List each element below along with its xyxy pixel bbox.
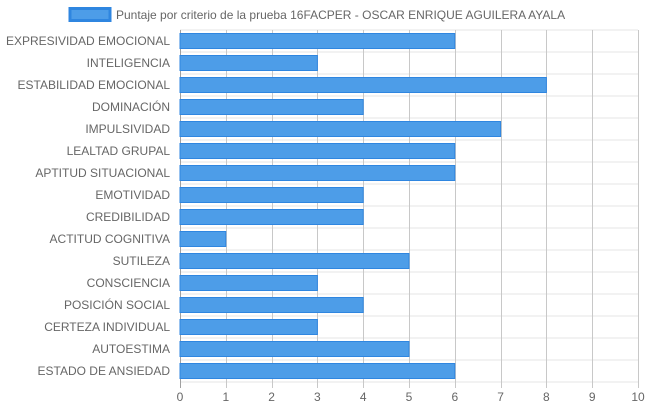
category-label: SUTILEZA [113,254,170,268]
category-label: IMPULSIVIDAD [85,122,170,136]
bar[interactable] [179,77,547,93]
category-labels: EXPRESIVIDAD EMOCIONAL INTELIGENCIA ESTABI… [6,34,170,378]
x-axis-tick-labels: 0 1 2 3 4 5 6 7 8 9 10 [177,390,645,404]
bar[interactable] [179,121,502,137]
category-label: ACTITUD COGNITIVA [50,232,170,246]
bar[interactable] [179,341,410,357]
category-label: ESTABILIDAD EMOCIONAL [18,78,171,92]
x-tick-label: 2 [268,390,275,404]
x-tick-label: 10 [631,390,645,404]
category-label: CERTEZA INDIVIDUAL [44,320,170,334]
category-label: LEALTAD GRUPAL [67,144,171,158]
category-label: EMOTIVIDAD [95,188,170,202]
bar[interactable] [179,297,364,313]
legend-label: Puntaje por criterio de la prueba 16FACP… [116,8,565,22]
category-label: APTITUD SITUACIONAL [35,166,170,180]
bar[interactable] [179,187,364,203]
category-label: AUTOESTIMA [92,342,170,356]
x-tick-label: 0 [177,390,184,404]
bar[interactable] [179,363,456,379]
bar[interactable] [179,55,318,71]
category-label: INTELIGENCIA [87,56,170,70]
bar[interactable] [179,209,364,225]
bar[interactable] [179,319,318,335]
bar[interactable] [179,143,456,159]
category-label: CONSCIENCIA [87,276,170,290]
category-label: POSICIÓN SOCIAL [64,297,170,312]
x-tick-label: 6 [451,390,458,404]
category-label: DOMINACIÓN [92,99,170,114]
bar[interactable] [179,99,364,115]
legend-swatch [68,7,112,22]
x-tick-label: 7 [497,390,504,404]
bar[interactable] [179,253,410,269]
legend[interactable]: Puntaje por criterio de la prueba 16FACP… [68,7,565,22]
x-tick-label: 5 [406,390,413,404]
bars [179,33,547,379]
bar[interactable] [179,33,456,49]
x-tick-label: 1 [222,390,229,404]
category-label: CREDIBILIDAD [86,210,170,224]
bar[interactable] [179,165,456,181]
x-tick-label: 9 [589,390,596,404]
x-tick-label: 4 [360,390,367,404]
bar[interactable] [179,275,318,291]
x-tick-label: 3 [314,390,321,404]
category-label: ESTADO DE ANSIEDAD [38,364,171,378]
x-tick-label: 8 [543,390,550,404]
category-label: EXPRESIVIDAD EMOCIONAL [6,34,170,48]
bar[interactable] [179,231,227,247]
